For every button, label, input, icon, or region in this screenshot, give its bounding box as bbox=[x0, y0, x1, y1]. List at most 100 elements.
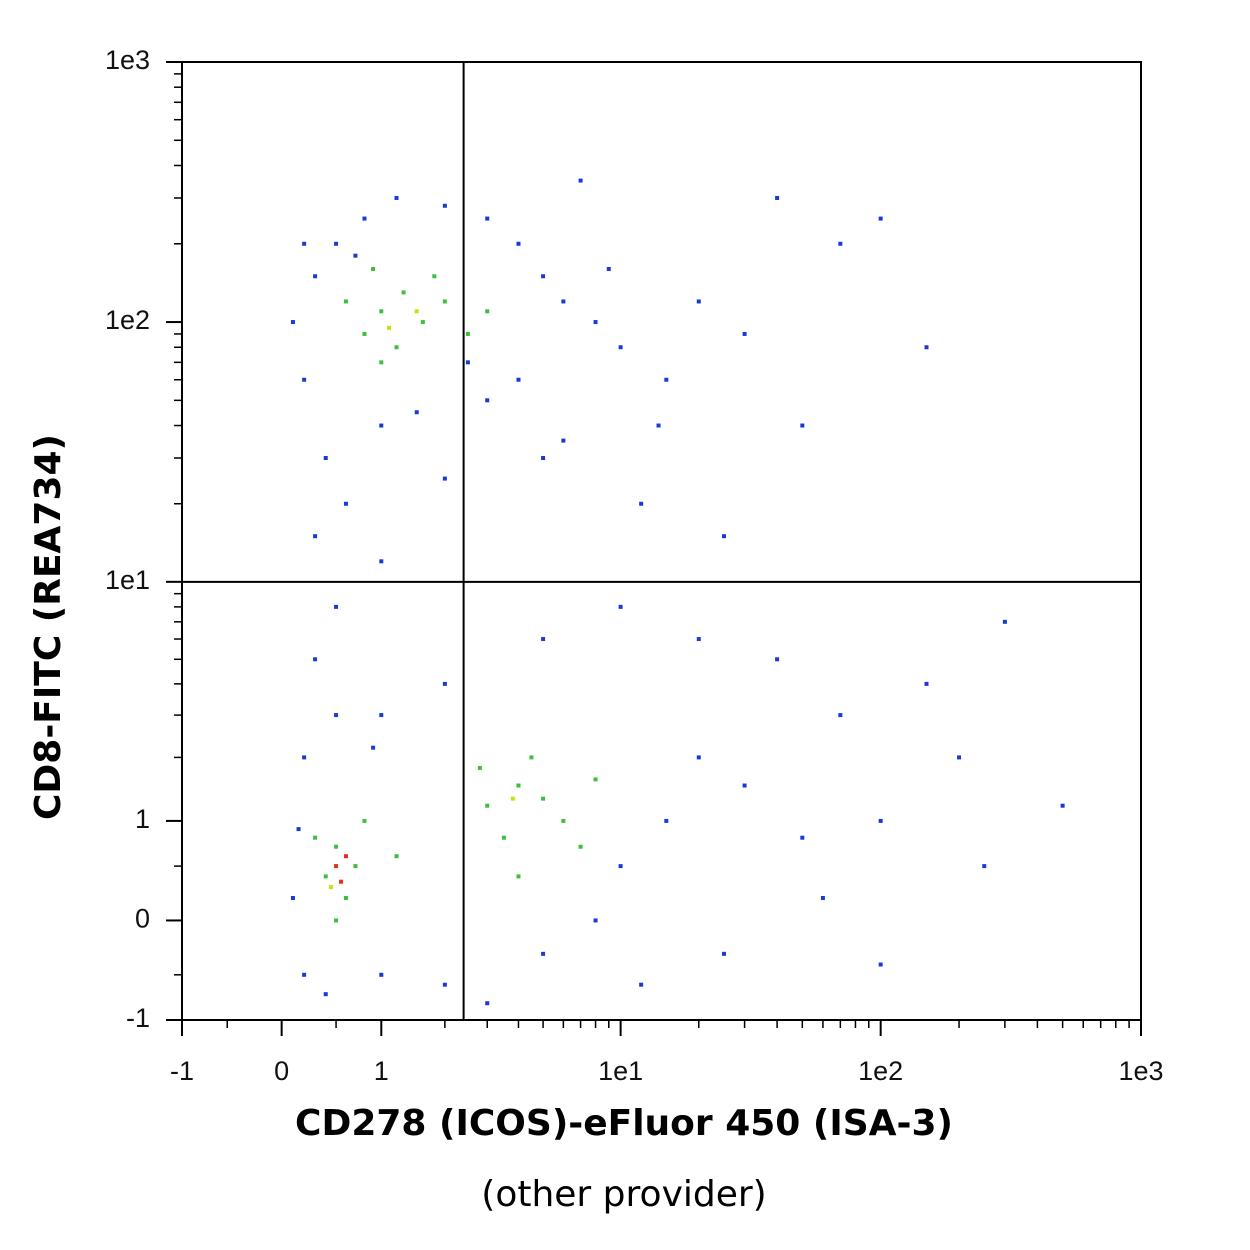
event-dot bbox=[353, 253, 358, 258]
event-dot bbox=[302, 241, 307, 246]
event-dot bbox=[343, 299, 348, 304]
event-dot bbox=[541, 637, 546, 642]
event-dot bbox=[339, 879, 344, 884]
x-tick-label: 1 bbox=[374, 1056, 389, 1086]
event-dot bbox=[561, 299, 566, 304]
event-dot bbox=[302, 755, 307, 760]
event-dot bbox=[618, 345, 623, 350]
event-dot bbox=[485, 398, 490, 403]
event-dot bbox=[323, 456, 328, 461]
y-tick-label: 1 bbox=[135, 804, 150, 834]
event-dot bbox=[465, 360, 470, 365]
event-dot bbox=[696, 755, 701, 760]
event-dot bbox=[775, 657, 780, 662]
event-dot bbox=[432, 274, 437, 279]
event-dot bbox=[362, 216, 367, 221]
event-dot bbox=[323, 874, 328, 879]
event-dot bbox=[414, 410, 419, 415]
event-dot bbox=[878, 216, 883, 221]
event-dot bbox=[578, 178, 583, 183]
event-dot bbox=[414, 309, 419, 314]
event-dot bbox=[401, 290, 406, 295]
y-tick-label: 1e2 bbox=[105, 305, 150, 335]
event-dot bbox=[664, 377, 669, 382]
event-dot bbox=[639, 501, 644, 506]
event-dot bbox=[696, 299, 701, 304]
event-dot bbox=[379, 972, 384, 977]
event-dot bbox=[343, 501, 348, 506]
event-dot bbox=[618, 604, 623, 609]
event-dot bbox=[477, 765, 482, 770]
x-axis-title: CD278 (ICOS)-eFluor 450 (ISA-3) bbox=[295, 1103, 953, 1144]
event-dot bbox=[1002, 619, 1007, 624]
event-dot bbox=[800, 423, 805, 428]
event-dot bbox=[334, 918, 339, 923]
event-dot bbox=[639, 982, 644, 987]
event-dot bbox=[656, 423, 661, 428]
event-dot bbox=[838, 713, 843, 718]
event-dot bbox=[379, 713, 384, 718]
event-dot bbox=[516, 241, 521, 246]
event-dot bbox=[313, 657, 318, 662]
event-dot bbox=[742, 331, 747, 336]
plot-frame bbox=[181, 61, 1142, 1021]
event-dot bbox=[442, 681, 447, 686]
event-dot bbox=[334, 844, 339, 849]
event-dot bbox=[290, 320, 295, 325]
event-dot bbox=[394, 195, 399, 200]
event-dot bbox=[334, 241, 339, 246]
event-dot bbox=[379, 423, 384, 428]
event-dot bbox=[442, 982, 447, 987]
event-dot bbox=[878, 962, 883, 967]
event-dot bbox=[924, 345, 929, 350]
event-dot bbox=[800, 835, 805, 840]
event-dot bbox=[561, 438, 566, 443]
event-dot bbox=[742, 783, 747, 788]
event-dot bbox=[420, 320, 425, 325]
event-dot bbox=[371, 745, 376, 750]
event-dot bbox=[334, 864, 339, 869]
event-dot bbox=[664, 818, 669, 823]
event-dot bbox=[957, 755, 962, 760]
event-dot bbox=[442, 203, 447, 208]
y-tick-label: 0 bbox=[135, 904, 150, 934]
event-dot bbox=[593, 777, 598, 782]
event-dot bbox=[618, 864, 623, 869]
event-dot bbox=[379, 360, 384, 365]
event-dot bbox=[578, 844, 583, 849]
y-tick-label: -1 bbox=[126, 1003, 150, 1033]
event-dot bbox=[529, 755, 534, 760]
event-dot bbox=[362, 818, 367, 823]
event-dot bbox=[485, 216, 490, 221]
event-dot bbox=[442, 476, 447, 481]
event-dot bbox=[379, 559, 384, 564]
event-dot bbox=[485, 1001, 490, 1006]
event-dot bbox=[290, 896, 295, 901]
event-dot bbox=[541, 274, 546, 279]
event-dot bbox=[302, 972, 307, 977]
y-axis-title: CD8-FITC (REA734) bbox=[28, 434, 69, 820]
event-dot bbox=[313, 274, 318, 279]
event-dot bbox=[313, 534, 318, 539]
event-dot bbox=[561, 818, 566, 823]
event-dot bbox=[442, 299, 447, 304]
event-dot bbox=[541, 796, 546, 801]
x-axis-subtitle: (other provider) bbox=[481, 1174, 766, 1215]
event-dot bbox=[485, 803, 490, 808]
x-tick-label: -1 bbox=[170, 1056, 194, 1086]
event-dot bbox=[394, 345, 399, 350]
event-dot bbox=[721, 951, 726, 956]
event-dot bbox=[379, 309, 384, 314]
y-tick-label: 1e3 bbox=[105, 45, 150, 75]
event-dot bbox=[541, 951, 546, 956]
x-tick-label: 1e1 bbox=[598, 1056, 643, 1086]
event-dot bbox=[387, 325, 392, 330]
event-dot bbox=[838, 241, 843, 246]
event-dot bbox=[541, 456, 546, 461]
event-dot bbox=[371, 266, 376, 271]
event-dot bbox=[313, 835, 318, 840]
event-dot bbox=[328, 885, 333, 890]
event-dot bbox=[982, 864, 987, 869]
event-dot bbox=[775, 195, 780, 200]
